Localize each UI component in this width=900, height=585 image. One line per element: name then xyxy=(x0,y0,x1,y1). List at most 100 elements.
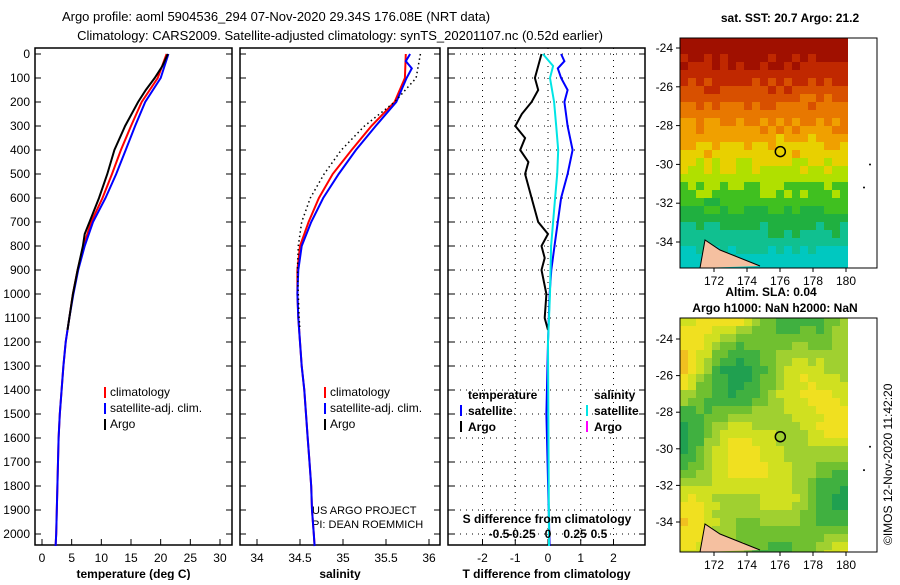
map-cell xyxy=(704,214,712,222)
map-cell xyxy=(680,494,688,502)
map-cell xyxy=(768,534,776,542)
map-cell xyxy=(816,510,824,518)
sla-map-subtitle: Argo h1000: NaN h2000: NaN xyxy=(692,301,857,315)
map-cell xyxy=(800,198,808,206)
map-cell xyxy=(688,478,696,486)
map-cell xyxy=(688,374,696,382)
map-cell xyxy=(800,518,808,526)
map-cell xyxy=(808,62,816,70)
map-cell xyxy=(824,542,832,550)
map-cell xyxy=(792,254,800,262)
map-cell xyxy=(832,502,840,510)
map-cell xyxy=(680,334,688,342)
map-cell xyxy=(792,462,800,470)
map-cell xyxy=(744,454,752,462)
map-cell xyxy=(800,462,808,470)
map-cell xyxy=(688,262,696,268)
map-cell xyxy=(808,470,816,478)
map-cell xyxy=(752,494,760,502)
map-cell xyxy=(736,230,744,238)
map-cell xyxy=(752,438,760,446)
map-cell xyxy=(704,422,712,430)
map-cell xyxy=(824,174,832,182)
map-cell xyxy=(840,470,848,478)
map-cell xyxy=(720,462,728,470)
map-cell xyxy=(696,94,704,102)
map-cell xyxy=(792,230,800,238)
map-cell xyxy=(784,390,792,398)
map-cell xyxy=(760,374,768,382)
map-cell xyxy=(800,318,808,326)
map-cell xyxy=(680,38,688,46)
map-cell xyxy=(704,382,712,390)
map-cell xyxy=(792,350,800,358)
s-tick-label: 0.5 xyxy=(591,527,608,541)
map-cell xyxy=(784,190,792,198)
map-cell xyxy=(824,118,832,126)
map-cell xyxy=(736,158,744,166)
map-cell xyxy=(736,502,744,510)
map-cell xyxy=(808,94,816,102)
series-line-climatology xyxy=(296,53,407,547)
map-cell xyxy=(792,358,800,366)
map-cell xyxy=(712,110,720,118)
map-cell xyxy=(760,78,768,86)
map-cell xyxy=(736,110,744,118)
x-tick-label: 0 xyxy=(545,551,552,565)
map-cell xyxy=(824,502,832,510)
map-cell xyxy=(704,318,712,326)
map-cell xyxy=(832,206,840,214)
map-cell xyxy=(720,118,728,126)
lon-tick-label: 180 xyxy=(836,558,856,572)
map-cell xyxy=(768,350,776,358)
map-cell xyxy=(752,470,760,478)
map-cell xyxy=(776,446,784,454)
map-cell xyxy=(696,510,704,518)
map-cell xyxy=(784,70,792,78)
map-cell xyxy=(840,494,848,502)
map-cell xyxy=(776,198,784,206)
map-cell xyxy=(808,190,816,198)
map-cell xyxy=(680,542,688,550)
panel-frame xyxy=(34,47,233,546)
map-cell xyxy=(696,334,704,342)
map-cell xyxy=(720,422,728,430)
map-cell xyxy=(760,38,768,46)
map-cell xyxy=(680,94,688,102)
map-cell xyxy=(792,150,800,158)
series-line-argo xyxy=(296,53,422,331)
map-cell xyxy=(752,206,760,214)
map-cell xyxy=(840,142,848,150)
map-cell xyxy=(688,390,696,398)
map-cell xyxy=(696,518,704,526)
map-cell xyxy=(760,94,768,102)
map-cell xyxy=(816,406,824,414)
map-cell xyxy=(784,342,792,350)
map-cell xyxy=(720,486,728,494)
map-cell xyxy=(808,246,816,254)
map-cell xyxy=(768,54,776,62)
map-cell xyxy=(744,494,752,502)
map-cell xyxy=(680,86,688,94)
map-cell xyxy=(824,342,832,350)
map-cell xyxy=(688,54,696,62)
map-cell xyxy=(696,406,704,414)
map-cell xyxy=(768,358,776,366)
map-cell xyxy=(688,134,696,142)
map-cell xyxy=(808,382,816,390)
map-cell xyxy=(752,486,760,494)
map-cell xyxy=(792,502,800,510)
map-cell xyxy=(808,430,816,438)
map-cell xyxy=(752,350,760,358)
map-cell xyxy=(720,174,728,182)
map-cell xyxy=(840,502,848,510)
map-cell xyxy=(768,230,776,238)
map-cell xyxy=(720,526,728,534)
map-cell xyxy=(680,118,688,126)
map-cell xyxy=(792,70,800,78)
map-cell xyxy=(816,126,824,134)
map-cell xyxy=(736,118,744,126)
map-cell xyxy=(776,462,784,470)
map-cell xyxy=(800,438,808,446)
map-cell xyxy=(704,406,712,414)
